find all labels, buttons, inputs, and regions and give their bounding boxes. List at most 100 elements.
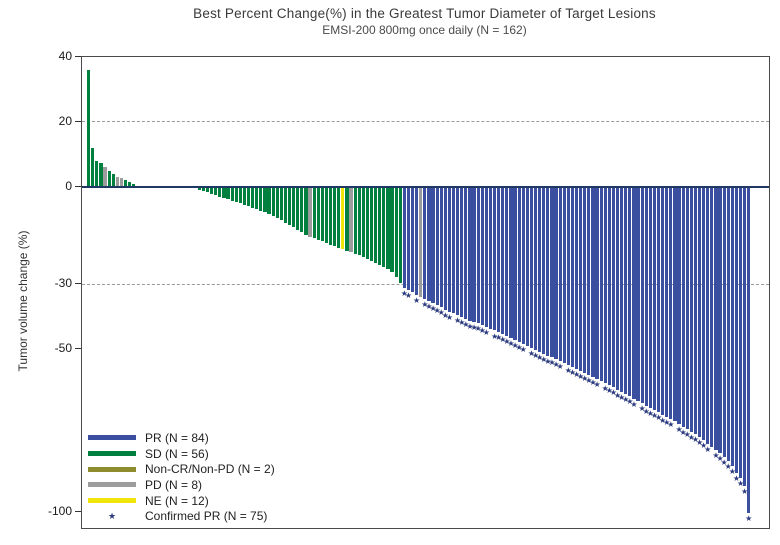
waterfall-bar-pr [505, 186, 509, 337]
waterfall-bar-pr [685, 186, 689, 430]
waterfall-bar-sd [369, 186, 374, 261]
legend-item-nc: Non-CR/Non-PD (N = 2) [88, 461, 275, 477]
waterfall-bar-pr [574, 186, 579, 369]
waterfall-bar-pr [591, 186, 595, 377]
legend-swatch-pr [88, 435, 136, 441]
waterfall-bar-pr [603, 186, 607, 383]
waterfall-bar-pr [624, 186, 628, 395]
waterfall-bar-pr [652, 186, 657, 411]
confirmed-pr-star-icon: ★ [589, 377, 597, 387]
waterfall-bar-sd [378, 186, 382, 265]
waterfall-bar-sd [283, 186, 288, 223]
waterfall-bar-pr [693, 186, 698, 435]
confirmed-pr-star-icon: ★ [695, 438, 704, 448]
waterfall-bar-pr [529, 186, 534, 349]
confirmed-pr-star-icon: ★ [716, 454, 724, 464]
confirmed-pr-star-icon: ★ [474, 324, 482, 334]
confirmed-pr-star-icon: ★ [466, 321, 474, 331]
waterfall-bar-pr [484, 186, 488, 328]
waterfall-bar-pr [607, 186, 611, 386]
confirmed-pr-star-icon: ★ [478, 326, 486, 336]
waterfall-bar-pr [460, 186, 464, 317]
waterfall-bar-pr [722, 186, 726, 457]
confirmed-pr-star-icon: ★ [663, 417, 671, 427]
confirmed-pr-star-icon: ★ [605, 386, 613, 396]
confirmed-pr-star-icon: ★ [425, 301, 433, 311]
waterfall-bar-sd [99, 162, 103, 187]
y-tick-label: 20 [58, 113, 72, 128]
waterfall-bar-pr [673, 186, 677, 422]
waterfall-bar-pr [730, 186, 734, 467]
waterfall-bar-pr [402, 186, 406, 288]
confirmed-pr-star-icon: ★ [556, 362, 564, 372]
waterfall-bar-pr [669, 186, 673, 420]
waterfall-bar-pr [595, 186, 599, 379]
confirmed-pr-star-icon: ★ [732, 473, 741, 483]
waterfall-bar-pr [743, 186, 747, 486]
confirmed-pr-star-icon: ★ [720, 457, 728, 467]
waterfall-bar-sd [292, 186, 296, 228]
waterfall-bar-pr [562, 186, 566, 363]
plot-area: ★ ★ ★ ★ ★ ★ ★ ★ ★ ★ ★ ★ ★ ★ ★ ★ ★ ★ ★ ★ ★ ★ ★ ★ ★ ★ ★ ★ ★ ★ ★ ★ ★ ★ ★ ★ ★ ★ ★ ★… [81, 56, 770, 529]
confirmed-pr-star-icon: ★ [745, 514, 753, 524]
waterfall-bar-pr [747, 186, 751, 514]
waterfall-bar-sd [246, 186, 251, 207]
y-tick-label: -30 [54, 276, 72, 291]
legend-swatch-nc [88, 466, 136, 472]
waterfall-bar-pr [710, 186, 714, 447]
confirmed-pr-star-icon: ★ [609, 388, 618, 398]
confirmed-pr-star-icon: ★ [683, 430, 691, 440]
waterfall-bar-pr [661, 186, 665, 415]
confirmed-pr-star-icon: ★ [490, 331, 499, 341]
confirmed-pr-star-icon: ★ [413, 295, 421, 305]
waterfall-bar-pd [103, 167, 107, 187]
waterfall-bar-sd [275, 186, 279, 218]
legend-label: PD (N = 8) [145, 477, 203, 492]
confirmed-pr-star-icon: ★ [462, 320, 470, 330]
waterfall-bar-pr [599, 186, 603, 381]
waterfall-bar-pr [538, 186, 542, 352]
confirmed-pr-star-icon: ★ [618, 392, 626, 402]
confirmed-pr-star-icon: ★ [613, 390, 622, 400]
waterfall-bar-pr [513, 186, 517, 341]
waterfall-bar-sd [201, 186, 206, 191]
y-tick-mark [75, 348, 81, 350]
waterfall-bar-pr [542, 186, 546, 354]
confirmed-pr-star-icon: ★ [515, 343, 523, 353]
confirmed-pr-star-icon: ★ [687, 432, 695, 442]
waterfall-bar-pr [644, 186, 648, 406]
waterfall-bar-pd [349, 186, 353, 253]
legend-item-pd: PD (N = 8) [88, 477, 275, 493]
legend-label: Non-CR/Non-PD (N = 2) [145, 462, 275, 477]
confirmed-pr-star-icon: ★ [626, 397, 634, 407]
confirmed-pr-star-icon: ★ [712, 451, 720, 461]
confirmed-pr-star-icon: ★ [659, 415, 667, 425]
waterfall-bar-sd [95, 160, 99, 187]
waterfall-bar-sd [210, 186, 214, 195]
confirmed-pr-star-icon: ★ [642, 406, 650, 416]
waterfall-bar-sd [222, 186, 226, 198]
waterfall-bar-pr [410, 186, 415, 293]
waterfall-bar-sd [287, 186, 292, 225]
waterfall-bar-sd [226, 186, 230, 200]
waterfall-bar-pr [726, 186, 730, 462]
waterfall-bar-pr [517, 186, 521, 343]
waterfall-bar-pd [308, 186, 312, 238]
confirmed-pr-star-icon: ★ [458, 317, 466, 327]
confirmed-pr-star-icon: ★ [638, 404, 646, 414]
waterfall-bar-pr [521, 186, 525, 345]
waterfall-bar-pr [620, 186, 624, 392]
y-tick-label: 40 [58, 49, 72, 63]
waterfall-bar-sd [91, 147, 95, 187]
waterfall-bar-pr [497, 186, 501, 333]
y-tick-mark [75, 120, 81, 122]
legend: PR (N = 84) SD (N = 56) Non-CR/Non-PD (N =… [88, 430, 275, 524]
waterfall-bar-pr [431, 186, 435, 304]
waterfall-bar-sd [234, 186, 238, 203]
waterfall-bar-pr [611, 186, 616, 388]
waterfall-bar-sd [218, 186, 222, 197]
waterfall-bar-sd [132, 184, 136, 187]
chart-subtitle: EMSI-200 800mg once daily (N = 162) [322, 23, 527, 37]
waterfall-bar-sd [337, 186, 341, 248]
